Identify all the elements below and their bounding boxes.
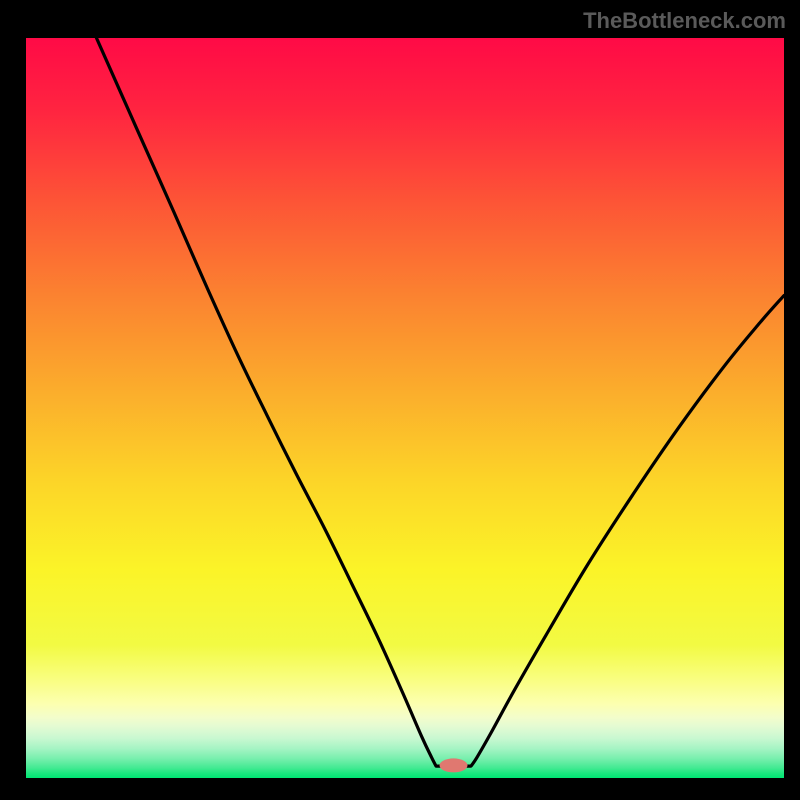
watermark-text: TheBottleneck.com [583,8,786,34]
chart-container: TheBottleneck.com [0,0,800,800]
gradient-background [26,38,784,778]
plot-svg [26,38,784,778]
